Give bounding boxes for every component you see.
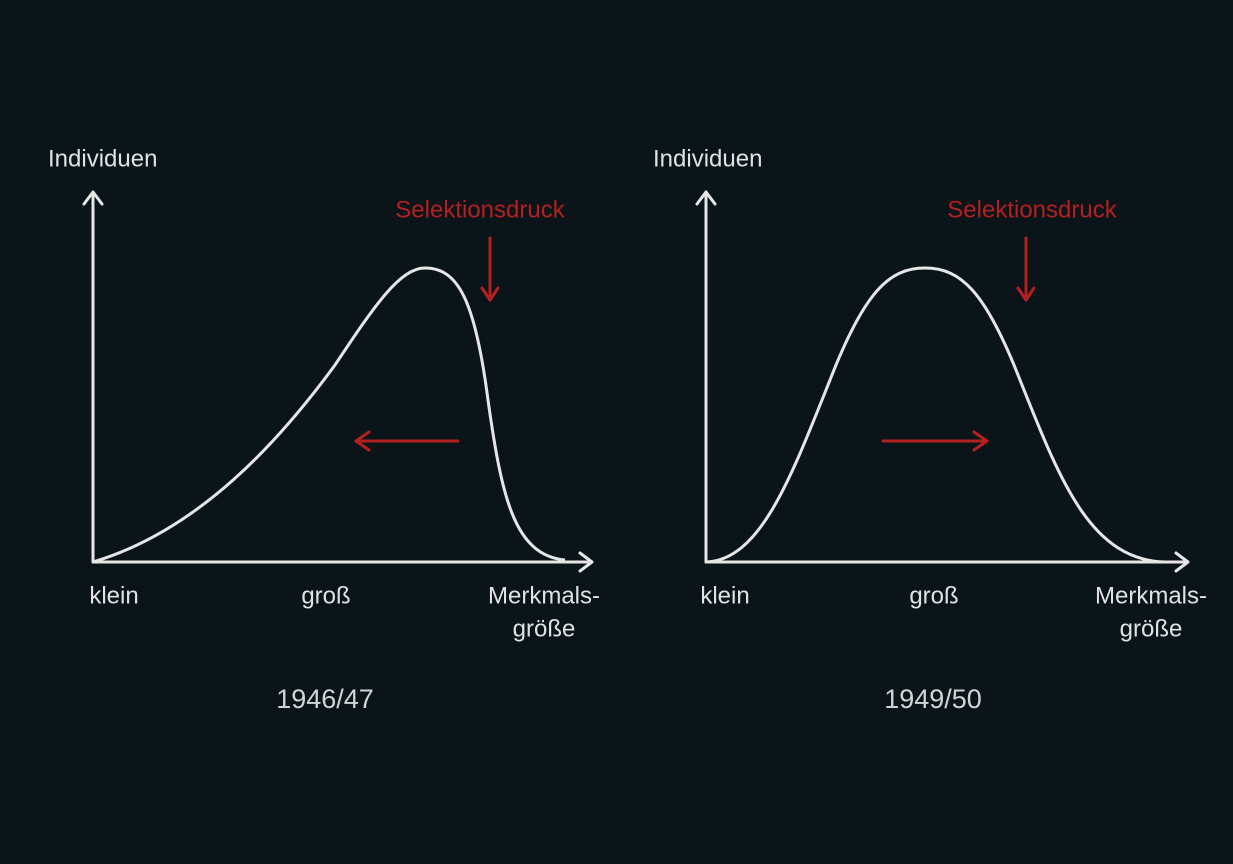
x-label: groß (301, 582, 350, 609)
x-axis-label: größe (513, 615, 576, 642)
y-axis (695, 190, 717, 564)
x-axis (704, 551, 1190, 573)
x-axis (91, 551, 594, 573)
x-axis-label: Merkmals- (488, 582, 600, 609)
selection-arrow (480, 236, 500, 302)
shift-arrow (881, 430, 989, 452)
distribution-curve (705, 266, 1166, 564)
x-label: klein (89, 582, 138, 609)
x-label: klein (700, 582, 749, 609)
selection-arrow (1016, 236, 1036, 302)
x-label: groß (909, 582, 958, 609)
annotation: Selektionsdruck (395, 196, 565, 223)
panel: Individuen Selektionsdruck klein groß Me… (48, 145, 600, 714)
y-axis-label: Individuen (48, 145, 157, 172)
x-axis-label: Merkmals- (1095, 582, 1207, 609)
shift-arrow (354, 430, 460, 452)
y-axis (82, 190, 104, 564)
distribution-curve (92, 266, 566, 564)
x-axis-label: größe (1120, 615, 1183, 642)
panel: Individuen Selektionsdruck klein groß Me… (653, 145, 1207, 714)
annotation: Selektionsdruck (947, 196, 1117, 223)
y-axis-label: Individuen (653, 145, 762, 172)
caption: 1949/50 (884, 684, 982, 714)
caption: 1946/47 (276, 684, 374, 714)
